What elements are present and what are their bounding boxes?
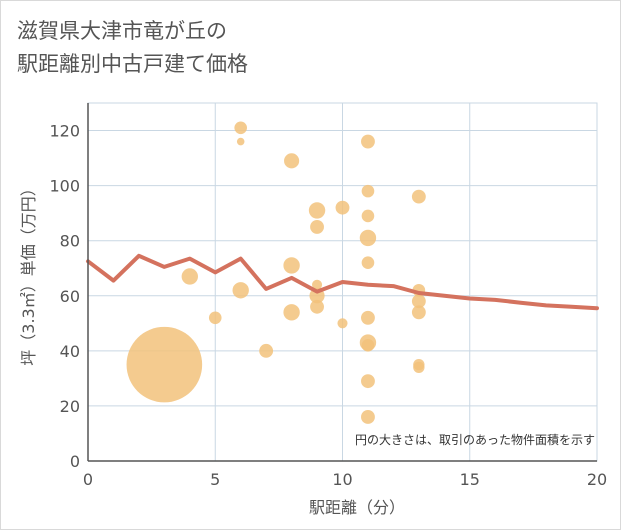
trend-line	[86, 253, 599, 311]
data-bubble	[181, 268, 198, 285]
y-axis-title: 坪（3.3㎡）単価（万円）	[19, 180, 38, 365]
x-tick-label: 20	[587, 470, 607, 489]
data-bubble	[208, 311, 222, 325]
y-tick-label: 20	[60, 397, 80, 416]
chart-title-line2: 駅距離別中古戸建て価格	[17, 52, 248, 76]
data-bubble	[310, 219, 324, 234]
y-tick-label: 0	[70, 452, 80, 471]
data-bubble	[335, 200, 350, 215]
y-tick-label: 100	[49, 177, 80, 196]
x-tick-label: 0	[83, 470, 93, 489]
data-bubble	[411, 294, 426, 309]
y-tick-label: 120	[49, 122, 80, 141]
data-bubble	[234, 121, 247, 135]
data-bubble	[308, 202, 326, 219]
x-tick-label: 15	[460, 470, 480, 489]
y-tick-label: 40	[60, 342, 80, 361]
data-bubble	[359, 229, 377, 247]
data-bubble	[361, 256, 375, 270]
data-bubble	[361, 374, 375, 389]
data-bubble	[126, 326, 203, 403]
trend-line-group	[86, 253, 599, 311]
bubble-size-note: 円の大きさは、取引のあった物件面積を示す	[355, 432, 595, 447]
chart-title: 滋賀県大津市竜が丘の 駅距離別中古戸建て価格	[17, 15, 248, 81]
x-tick-label: 10	[332, 470, 352, 489]
data-bubble	[361, 134, 375, 149]
data-bubble	[312, 279, 323, 290]
data-bubble	[337, 318, 348, 329]
data-bubble	[411, 189, 426, 204]
data-bubble	[361, 339, 375, 352]
data-bubble	[284, 153, 300, 169]
bubble-series	[126, 121, 426, 424]
data-bubble	[361, 310, 375, 325]
tick-labels: 0 5 10 15 20 0 20 40 60 80 100 120	[49, 122, 607, 489]
data-bubble	[283, 257, 300, 274]
data-bubble	[232, 282, 249, 299]
data-bubble	[361, 184, 375, 198]
data-bubble	[361, 209, 375, 223]
data-bubble	[283, 304, 300, 321]
data-bubble	[259, 343, 274, 358]
data-bubble	[413, 361, 425, 374]
data-bubble	[236, 137, 245, 146]
x-tick-label: 5	[210, 470, 220, 489]
y-tick-label: 80	[60, 232, 80, 251]
data-bubble	[411, 305, 426, 320]
chart-title-line1: 滋賀県大津市竜が丘の	[17, 19, 227, 43]
data-bubble	[310, 299, 324, 314]
axes	[87, 103, 597, 462]
y-tick-label: 60	[60, 287, 80, 306]
data-bubble	[361, 410, 375, 424]
x-axis-title: 駅距離（分）	[309, 498, 405, 517]
